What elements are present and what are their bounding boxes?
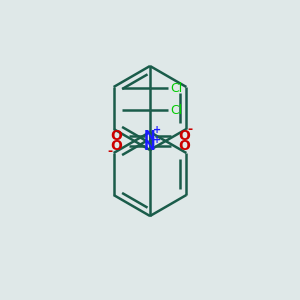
Text: N: N bbox=[144, 129, 156, 143]
Text: +: + bbox=[153, 135, 161, 145]
Text: Cl: Cl bbox=[170, 82, 182, 94]
Text: N: N bbox=[144, 139, 156, 153]
Text: +: + bbox=[153, 125, 161, 135]
Text: -: - bbox=[188, 124, 193, 136]
Text: Cl: Cl bbox=[170, 103, 182, 116]
Text: O: O bbox=[110, 139, 122, 153]
Text: -: - bbox=[107, 146, 112, 158]
Text: O: O bbox=[178, 129, 190, 143]
Text: O: O bbox=[110, 129, 122, 143]
Text: O: O bbox=[178, 139, 190, 153]
